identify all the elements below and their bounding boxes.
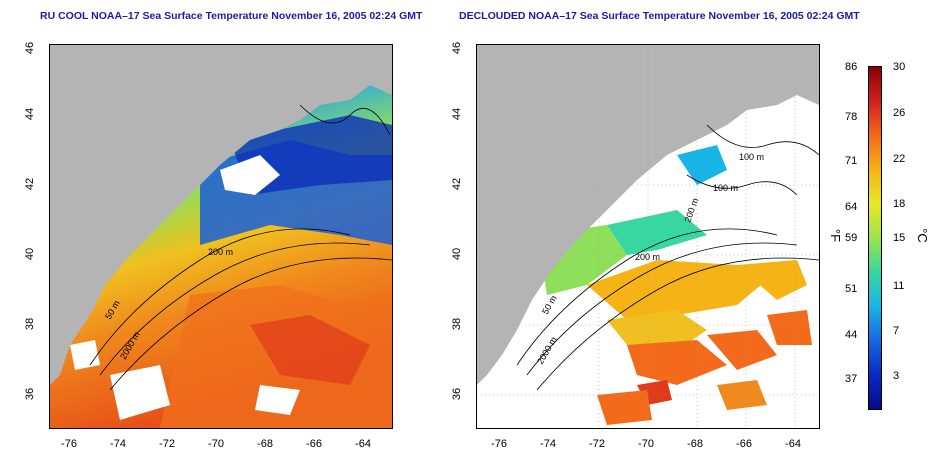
left-xtick-72: -72 bbox=[159, 438, 175, 450]
left-xtick-74: -74 bbox=[110, 438, 126, 450]
colorbar-f-tick-59: 59 bbox=[845, 232, 858, 244]
left-xtick-68: -68 bbox=[257, 438, 273, 450]
left-xtick-70: -70 bbox=[208, 438, 224, 450]
colorbar-c-tick-11: 11 bbox=[893, 280, 905, 292]
colorbar-c-tick-22: 22 bbox=[893, 153, 906, 165]
left-sst-map: 200 m 50 m 2000 m bbox=[49, 44, 393, 429]
left-ytick-40: 40 bbox=[24, 247, 36, 261]
colorbar-c-tick-30: 30 bbox=[893, 61, 906, 73]
left-ytick-42: 42 bbox=[24, 177, 36, 191]
left-ytick-38: 38 bbox=[24, 317, 36, 331]
right-contour-label-100m-a: 100 m bbox=[739, 152, 764, 162]
left-contour-label-200m: 200 m bbox=[208, 247, 233, 257]
right-contour-label-2000m: 2000 m bbox=[535, 335, 559, 366]
right-map-title: DECLOUDED NOAA–17 Sea Surface Temperatur… bbox=[459, 10, 860, 22]
right-contour-label-200m-a: 200 m bbox=[635, 252, 660, 262]
colorbar-c-tick-18: 18 bbox=[893, 198, 906, 210]
colorbar-f-tick-86: 86 bbox=[845, 61, 858, 73]
colorbar-f-tick-71: 71 bbox=[845, 155, 858, 167]
right-xtick-66: -66 bbox=[736, 438, 752, 450]
left-xtick-66: -66 bbox=[306, 438, 322, 450]
right-ytick-42: 42 bbox=[451, 177, 463, 191]
colorbar-f-tick-37: 37 bbox=[845, 373, 858, 385]
left-ytick-44: 44 bbox=[24, 107, 36, 121]
right-ytick-38: 38 bbox=[451, 317, 463, 331]
colorbar-f-tick-44: 44 bbox=[845, 329, 858, 341]
left-sst-image: 200 m 50 m 2000 m bbox=[50, 45, 392, 428]
colorbar-c-tick-7: 7 bbox=[893, 325, 900, 337]
colorbar-f-tick-78: 78 bbox=[845, 111, 858, 123]
right-sst-map: 100 m 100 m 200 m 200 m 50 m 2000 m bbox=[476, 44, 820, 429]
right-ytick-40: 40 bbox=[451, 247, 463, 261]
right-xtick-68: -68 bbox=[687, 438, 703, 450]
left-xtick-64: -64 bbox=[355, 438, 371, 450]
colorbar-c-tick-26: 26 bbox=[893, 107, 906, 119]
celsius-unit-label: °C bbox=[914, 228, 930, 243]
colorbar-f-tick-64: 64 bbox=[845, 201, 858, 213]
right-contour-label-200m-b: 200 m bbox=[682, 197, 700, 224]
left-xtick-76: -76 bbox=[61, 438, 77, 450]
colorbar-c-tick-3: 3 bbox=[893, 370, 900, 382]
right-xtick-64: -64 bbox=[785, 438, 801, 450]
right-xtick-70: -70 bbox=[638, 438, 654, 450]
right-contour-label-50m: 50 m bbox=[540, 294, 559, 316]
left-map-title: RU COOL NOAA–17 Sea Surface Temperature … bbox=[40, 10, 423, 22]
right-sst-image: 100 m 100 m 200 m 200 m 50 m 2000 m bbox=[477, 45, 819, 428]
left-ytick-46: 46 bbox=[24, 41, 36, 55]
right-ytick-44: 44 bbox=[451, 107, 463, 121]
right-ytick-46: 46 bbox=[451, 41, 463, 55]
fahrenheit-unit-label: °F bbox=[828, 228, 844, 243]
temperature-colorbar bbox=[868, 66, 882, 410]
right-ytick-36: 36 bbox=[451, 387, 463, 401]
colorbar-f-tick-51: 51 bbox=[845, 283, 858, 295]
right-xtick-76: -76 bbox=[491, 438, 507, 450]
colorbar-c-tick-15: 15 bbox=[893, 232, 906, 244]
right-xtick-74: -74 bbox=[540, 438, 556, 450]
right-contour-label-100m-b: 100 m bbox=[713, 183, 738, 193]
left-ytick-36: 36 bbox=[24, 387, 36, 401]
right-xtick-72: -72 bbox=[589, 438, 605, 450]
